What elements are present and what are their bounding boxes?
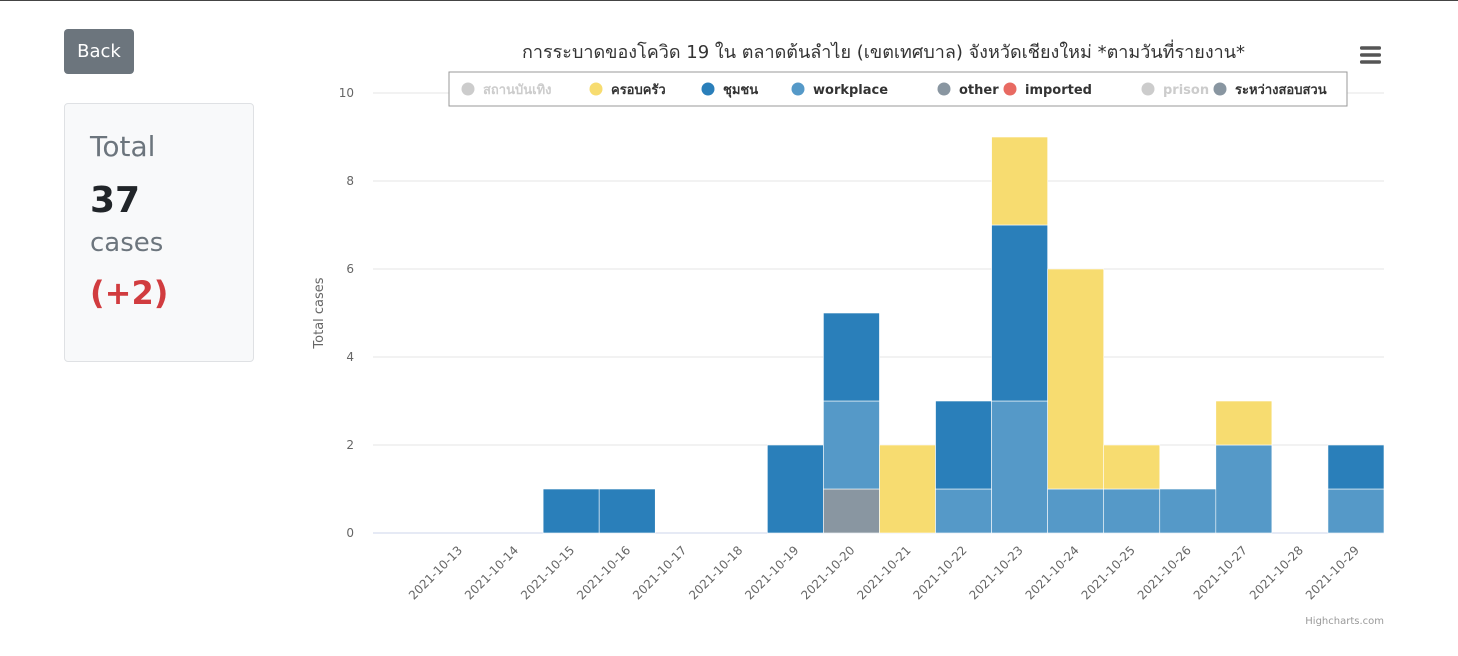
y-tick-label: 8 xyxy=(346,174,354,188)
y-tick-label: 4 xyxy=(346,350,354,364)
chart-title: การระบาดของโควิด 19 ใน ตลาดต้นลำไย (เขตเ… xyxy=(522,39,1245,63)
legend-marker-สถานบันเทิง[interactable] xyxy=(461,82,475,96)
x-tick-label: 2021-10-17 xyxy=(630,543,689,602)
x-tick-label: 2021-10-14 xyxy=(462,543,521,602)
bar-2021-10-29-ชุมชน[interactable] xyxy=(1327,444,1385,490)
y-tick-label: 0 xyxy=(346,526,354,540)
bar-2021-10-20-ชุมชน[interactable] xyxy=(823,312,880,402)
bar-2021-10-23-ครอบครัว[interactable] xyxy=(991,136,1048,226)
chart-container: การระบาดของโควิด 19 ใน ตลาดต้นลำไย (เขตเ… xyxy=(300,29,1410,639)
x-tick-label: 2021-10-25 xyxy=(1079,543,1138,602)
bar-2021-10-24-workplace[interactable] xyxy=(1047,488,1105,534)
bar-2021-10-24-ครอบครัว[interactable] xyxy=(1047,268,1105,490)
x-tick-label: 2021-10-21 xyxy=(854,543,913,602)
legend-marker-other[interactable] xyxy=(937,82,951,96)
x-tick-label: 2021-10-20 xyxy=(798,543,857,602)
bar-2021-10-23-workplace[interactable] xyxy=(991,400,1048,534)
legend-item-ชุมชน[interactable]: ชุมชน xyxy=(723,83,758,98)
legend-item-workplace[interactable]: workplace xyxy=(813,83,888,98)
bar-2021-10-25-workplace[interactable] xyxy=(1103,488,1161,534)
legend-box xyxy=(448,71,1348,107)
x-tick-label: 2021-10-27 xyxy=(1191,543,1250,602)
bar-2021-10-26-workplace[interactable] xyxy=(1159,488,1217,534)
bar-2021-10-20-workplace[interactable] xyxy=(823,400,880,490)
y-tick-label: 10 xyxy=(339,86,354,100)
credits-link[interactable]: Highcharts.com xyxy=(1305,616,1384,627)
x-tick-label: 2021-10-22 xyxy=(910,543,969,602)
legend-marker-workplace[interactable] xyxy=(791,82,805,96)
bar-2021-10-22-ชุมชน[interactable] xyxy=(935,400,992,490)
x-tick-label: 2021-10-24 xyxy=(1023,543,1082,602)
x-tick-label: 2021-10-28 xyxy=(1247,543,1306,602)
y-tick-label: 2 xyxy=(346,438,354,452)
legend-item-สถานบันเทิง[interactable]: สถานบันเทิง xyxy=(483,83,552,98)
total-value: 37 xyxy=(90,180,141,221)
x-tick-label: 2021-10-13 xyxy=(406,543,465,602)
legend-item-other[interactable]: other xyxy=(959,83,999,98)
total-cases-card: Total 37 cases (+2) xyxy=(64,103,254,362)
bar-2021-10-21-ครอบครัว[interactable] xyxy=(879,444,936,534)
legend-item-imported[interactable]: imported xyxy=(1025,83,1092,98)
bar-2021-10-27-workplace[interactable] xyxy=(1215,444,1273,534)
back-button[interactable]: Back xyxy=(64,29,134,74)
bar-2021-10-23-ชุมชน[interactable] xyxy=(991,224,1048,402)
legend-item-prison[interactable]: prison xyxy=(1163,83,1209,98)
x-tick-label: 2021-10-26 xyxy=(1135,543,1194,602)
legend-marker-ระหว่างสอบสวน[interactable] xyxy=(1213,82,1227,96)
bar-2021-10-22-workplace[interactable] xyxy=(935,488,992,534)
legend-marker-ชุมชน[interactable] xyxy=(701,82,715,96)
x-tick-label: 2021-10-18 xyxy=(686,543,745,602)
bar-2021-10-27-ครอบครัว[interactable] xyxy=(1215,400,1273,446)
x-tick-label: 2021-10-23 xyxy=(967,543,1026,602)
bar-2021-10-20-other[interactable] xyxy=(823,488,880,534)
legend-item-ครอบครัว[interactable]: ครอบครัว xyxy=(611,83,666,98)
bar-2021-10-15-ชุมชน[interactable] xyxy=(542,488,600,534)
y-tick-label: 6 xyxy=(346,262,354,276)
menu-icon[interactable] xyxy=(1360,46,1381,64)
x-tick-label: 2021-10-15 xyxy=(518,543,577,602)
bar-2021-10-29-workplace[interactable] xyxy=(1327,488,1385,534)
y-axis-title: Total cases xyxy=(312,277,327,349)
legend-marker-imported[interactable] xyxy=(1003,82,1017,96)
bar-2021-10-16-ชุมชน[interactable] xyxy=(598,488,656,534)
bar-2021-10-25-ครอบครัว[interactable] xyxy=(1103,444,1161,490)
total-unit: cases xyxy=(90,228,164,258)
legend-marker-prison[interactable] xyxy=(1141,82,1155,96)
x-tick-label: 2021-10-19 xyxy=(742,543,801,602)
total-label: Total xyxy=(90,130,156,163)
x-tick-label: 2021-10-29 xyxy=(1303,543,1362,602)
bar-2021-10-19-ชุมชน[interactable] xyxy=(767,444,824,534)
legend-marker-ครอบครัว[interactable] xyxy=(589,82,603,96)
legend-item-ระหว่างสอบสวน[interactable]: ระหว่างสอบสวน xyxy=(1235,83,1327,98)
total-delta: (+2) xyxy=(90,274,169,312)
stacked-bar-chart: การระบาดของโควิด 19 ใน ตลาดต้นลำไย (เขตเ… xyxy=(312,39,1385,627)
x-tick-label: 2021-10-16 xyxy=(574,543,633,602)
